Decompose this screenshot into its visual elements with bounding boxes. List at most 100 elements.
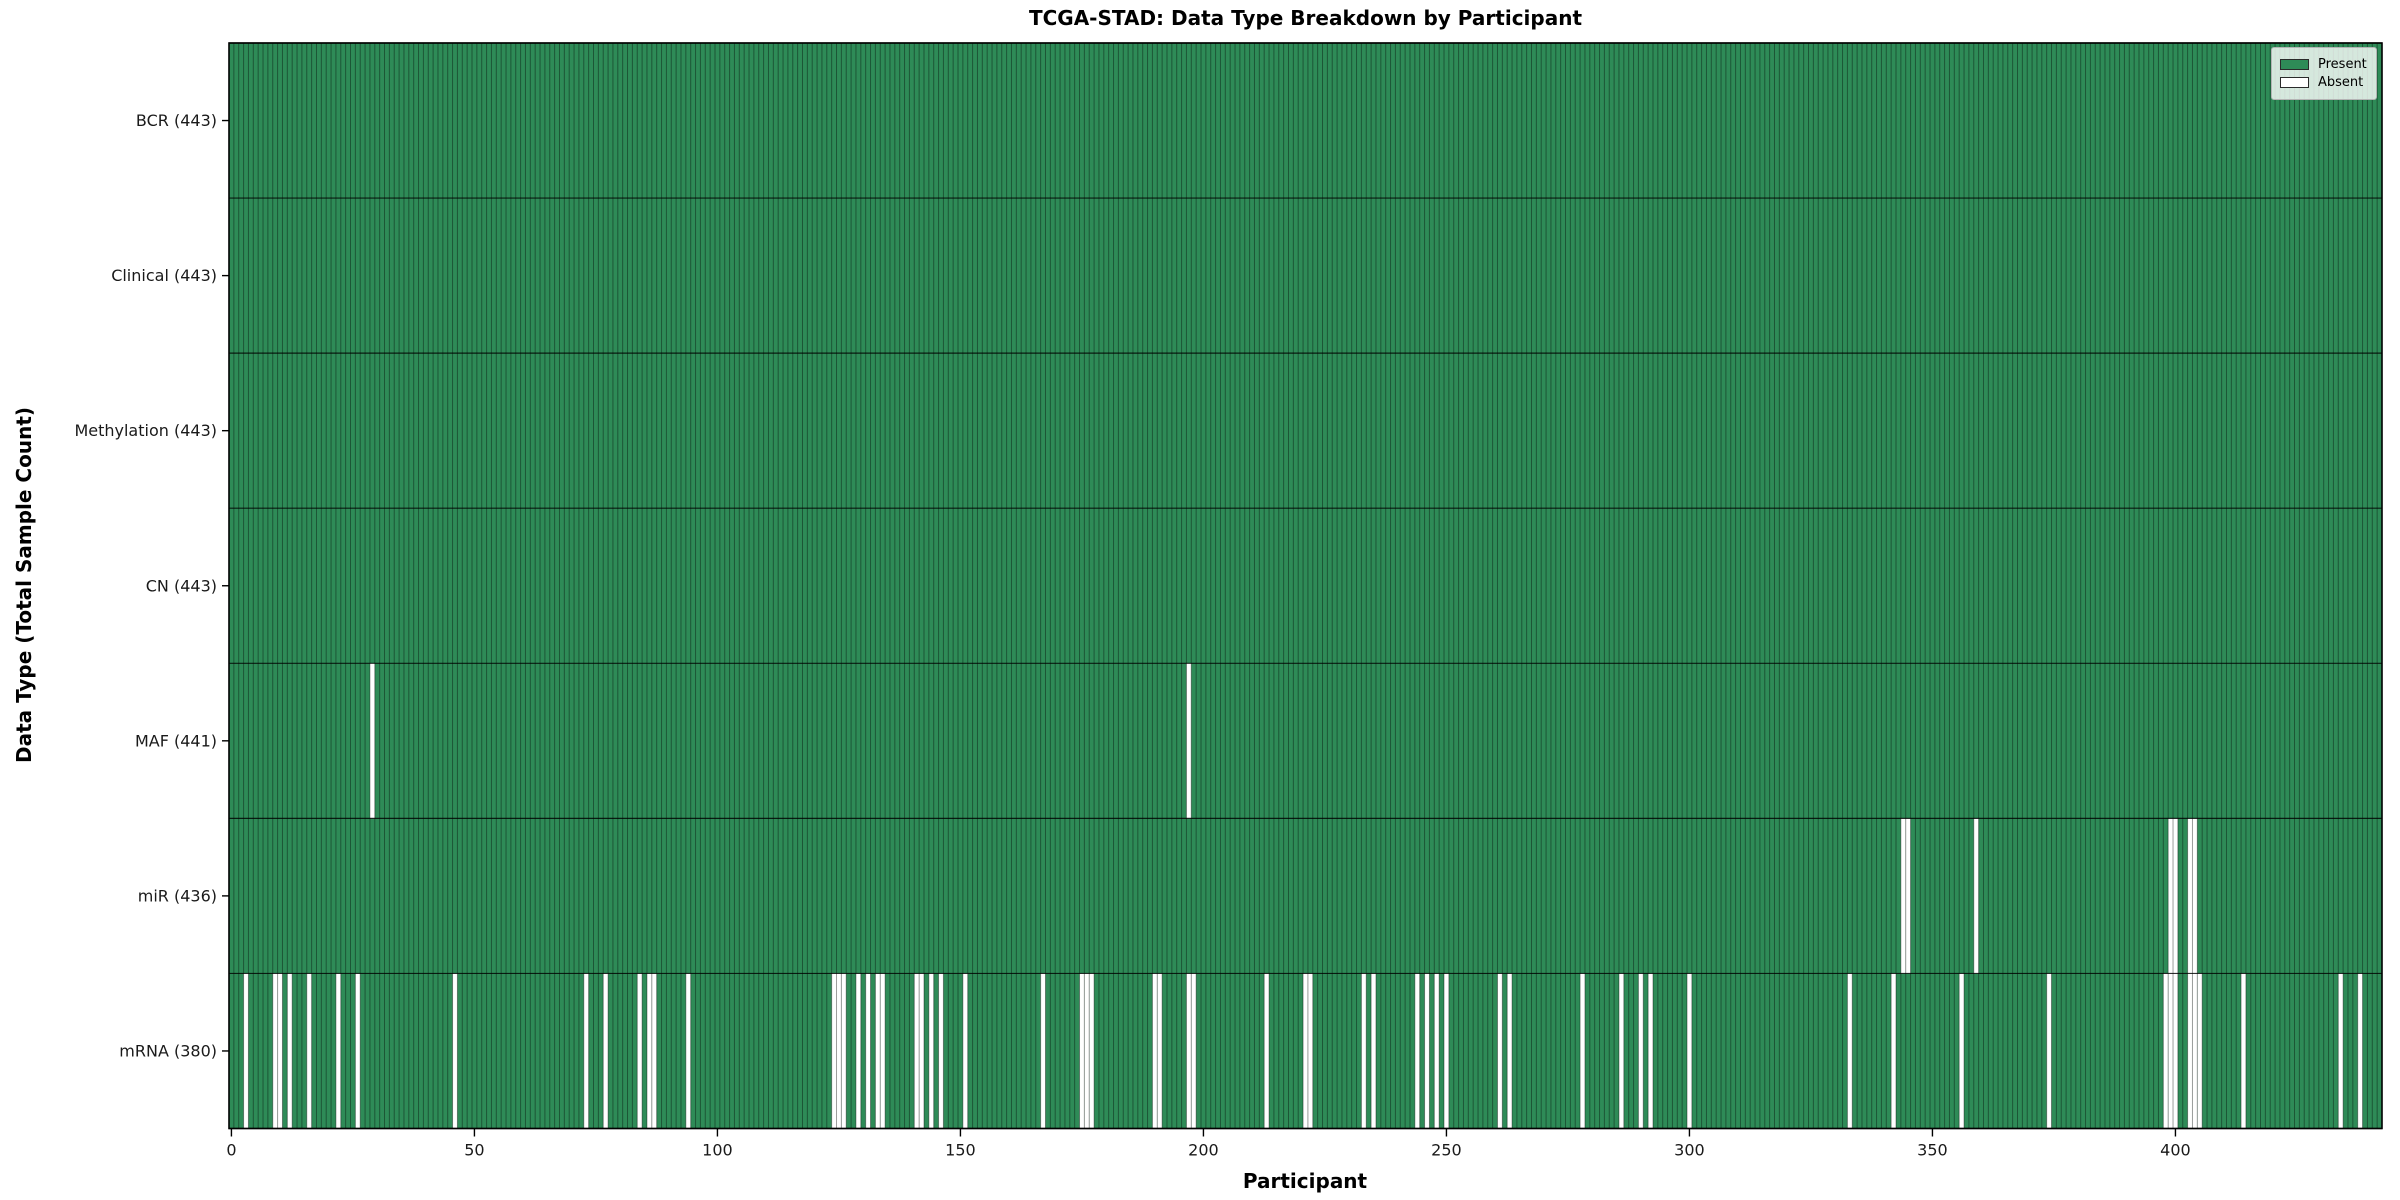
chart-title: TCGA-STAD: Data Type Breakdown by Partic… — [1028, 6, 1583, 30]
absent-gap — [1079, 973, 1085, 1129]
absent-gap — [2192, 818, 2198, 974]
absent-gap — [2168, 818, 2174, 974]
absent-gap — [1084, 973, 1090, 1129]
absent-gap — [335, 973, 341, 1129]
x-tick-label: 400 — [2160, 1141, 2191, 1160]
absent-gap — [1089, 973, 1095, 1129]
x-tick-label: 100 — [702, 1141, 733, 1160]
absent-gap — [287, 973, 293, 1129]
absent-gap — [914, 973, 920, 1129]
y-tick-label: Clinical (443) — [111, 266, 217, 285]
absent-gap — [1361, 973, 1367, 1129]
absent-gap — [1434, 973, 1440, 1129]
x-tick-label: 150 — [945, 1141, 976, 1160]
row-band-mir — [1900, 818, 2198, 974]
absent-gap — [243, 973, 249, 1129]
absent-gap — [1959, 973, 1965, 1129]
absent-gap — [1303, 973, 1308, 1129]
legend-label-absent: Absent — [2318, 75, 2364, 90]
absent-gap — [306, 973, 312, 1129]
absent-swatch-icon — [2280, 77, 2309, 88]
absent-gap — [938, 973, 944, 1129]
x-tick-label: 300 — [1674, 1141, 1705, 1160]
y-tick-label: Methylation (443) — [74, 421, 217, 440]
legend-label-present: Present — [2318, 57, 2367, 72]
absent-gap — [1040, 973, 1046, 1129]
absent-gap — [865, 973, 871, 1129]
absent-gap — [2241, 973, 2246, 1129]
x-axis-title: Participant — [1242, 1169, 1368, 1193]
absent-gap — [1424, 973, 1430, 1129]
absent-gap — [1414, 973, 1420, 1129]
row-band-mrna — [243, 973, 2363, 1129]
absent-gap — [919, 973, 924, 1129]
absent-gap — [1687, 973, 1692, 1129]
absent-gap — [1264, 973, 1270, 1129]
absent-gap — [2187, 818, 2193, 974]
absent-gap — [651, 973, 657, 1129]
absent-gap — [1307, 973, 1313, 1129]
x-tick-label: 200 — [1188, 1141, 1219, 1160]
legend: Present Absent — [2271, 47, 2377, 100]
absent-gap — [928, 973, 934, 1129]
absent-gap — [1157, 973, 1163, 1129]
x-tick-label: 0 — [226, 1141, 236, 1160]
absent-gap — [1507, 973, 1513, 1129]
present-swatch-icon — [2280, 59, 2309, 70]
absent-gap — [1444, 973, 1449, 1129]
absent-gap — [2173, 973, 2178, 1129]
y-axis-title: Data Type (Total Sample Count) — [12, 406, 36, 764]
absent-gap — [2192, 973, 2198, 1129]
absent-gap — [836, 973, 842, 1129]
absent-gap — [962, 973, 968, 1129]
absent-gap — [2338, 973, 2344, 1129]
absent-gap — [2197, 973, 2203, 1129]
absent-gap — [2163, 973, 2169, 1129]
y-tick-label: mRNA (380) — [119, 1041, 217, 1060]
absent-gap — [1497, 973, 1503, 1129]
absent-gap — [1186, 973, 1192, 1129]
y-tick-label: BCR (443) — [136, 111, 217, 130]
absent-gap — [2187, 973, 2193, 1129]
y-tick-label: MAF (441) — [135, 731, 217, 750]
y-tick-label: CN (443) — [146, 576, 217, 595]
absent-gap — [831, 973, 837, 1129]
absent-gap — [272, 973, 278, 1129]
legend-item-absent: Absent — [2280, 75, 2368, 90]
absent-gap — [1905, 818, 1911, 974]
absent-gap — [355, 973, 361, 1129]
absent-gap — [2168, 973, 2174, 1129]
absent-gap — [1371, 973, 1376, 1129]
absent-gap — [1638, 973, 1644, 1129]
absent-gap — [603, 973, 609, 1129]
absent-gap — [1618, 973, 1624, 1129]
absent-gap — [1186, 663, 1192, 819]
y-tick-label: miR (436) — [138, 886, 217, 905]
absent-gap — [637, 973, 643, 1129]
absent-gap — [1847, 973, 1853, 1129]
legend-item-present: Present — [2280, 57, 2368, 72]
absent-gap — [1900, 818, 1906, 974]
absent-gap — [452, 973, 458, 1129]
absent-gap — [880, 973, 886, 1129]
absent-gap — [2046, 973, 2052, 1129]
x-tick-label: 50 — [464, 1141, 484, 1160]
absent-gap — [646, 973, 652, 1129]
absent-gap — [685, 973, 691, 1129]
row-band-maf — [369, 663, 1192, 819]
absent-gap — [2173, 818, 2178, 974]
absent-gap — [369, 663, 375, 819]
x-tick-label: 350 — [1917, 1141, 1948, 1160]
absent-gap — [875, 973, 881, 1129]
absent-gap — [1191, 973, 1197, 1129]
absent-gap — [1648, 973, 1653, 1129]
absent-gap — [1152, 973, 1158, 1129]
x-tick-label: 250 — [1431, 1141, 1462, 1160]
present-field — [229, 43, 2382, 1129]
absent-gap — [1580, 973, 1585, 1129]
absent-gap — [2357, 973, 2363, 1129]
absent-gap — [277, 973, 283, 1129]
absent-gap — [1891, 973, 1896, 1129]
